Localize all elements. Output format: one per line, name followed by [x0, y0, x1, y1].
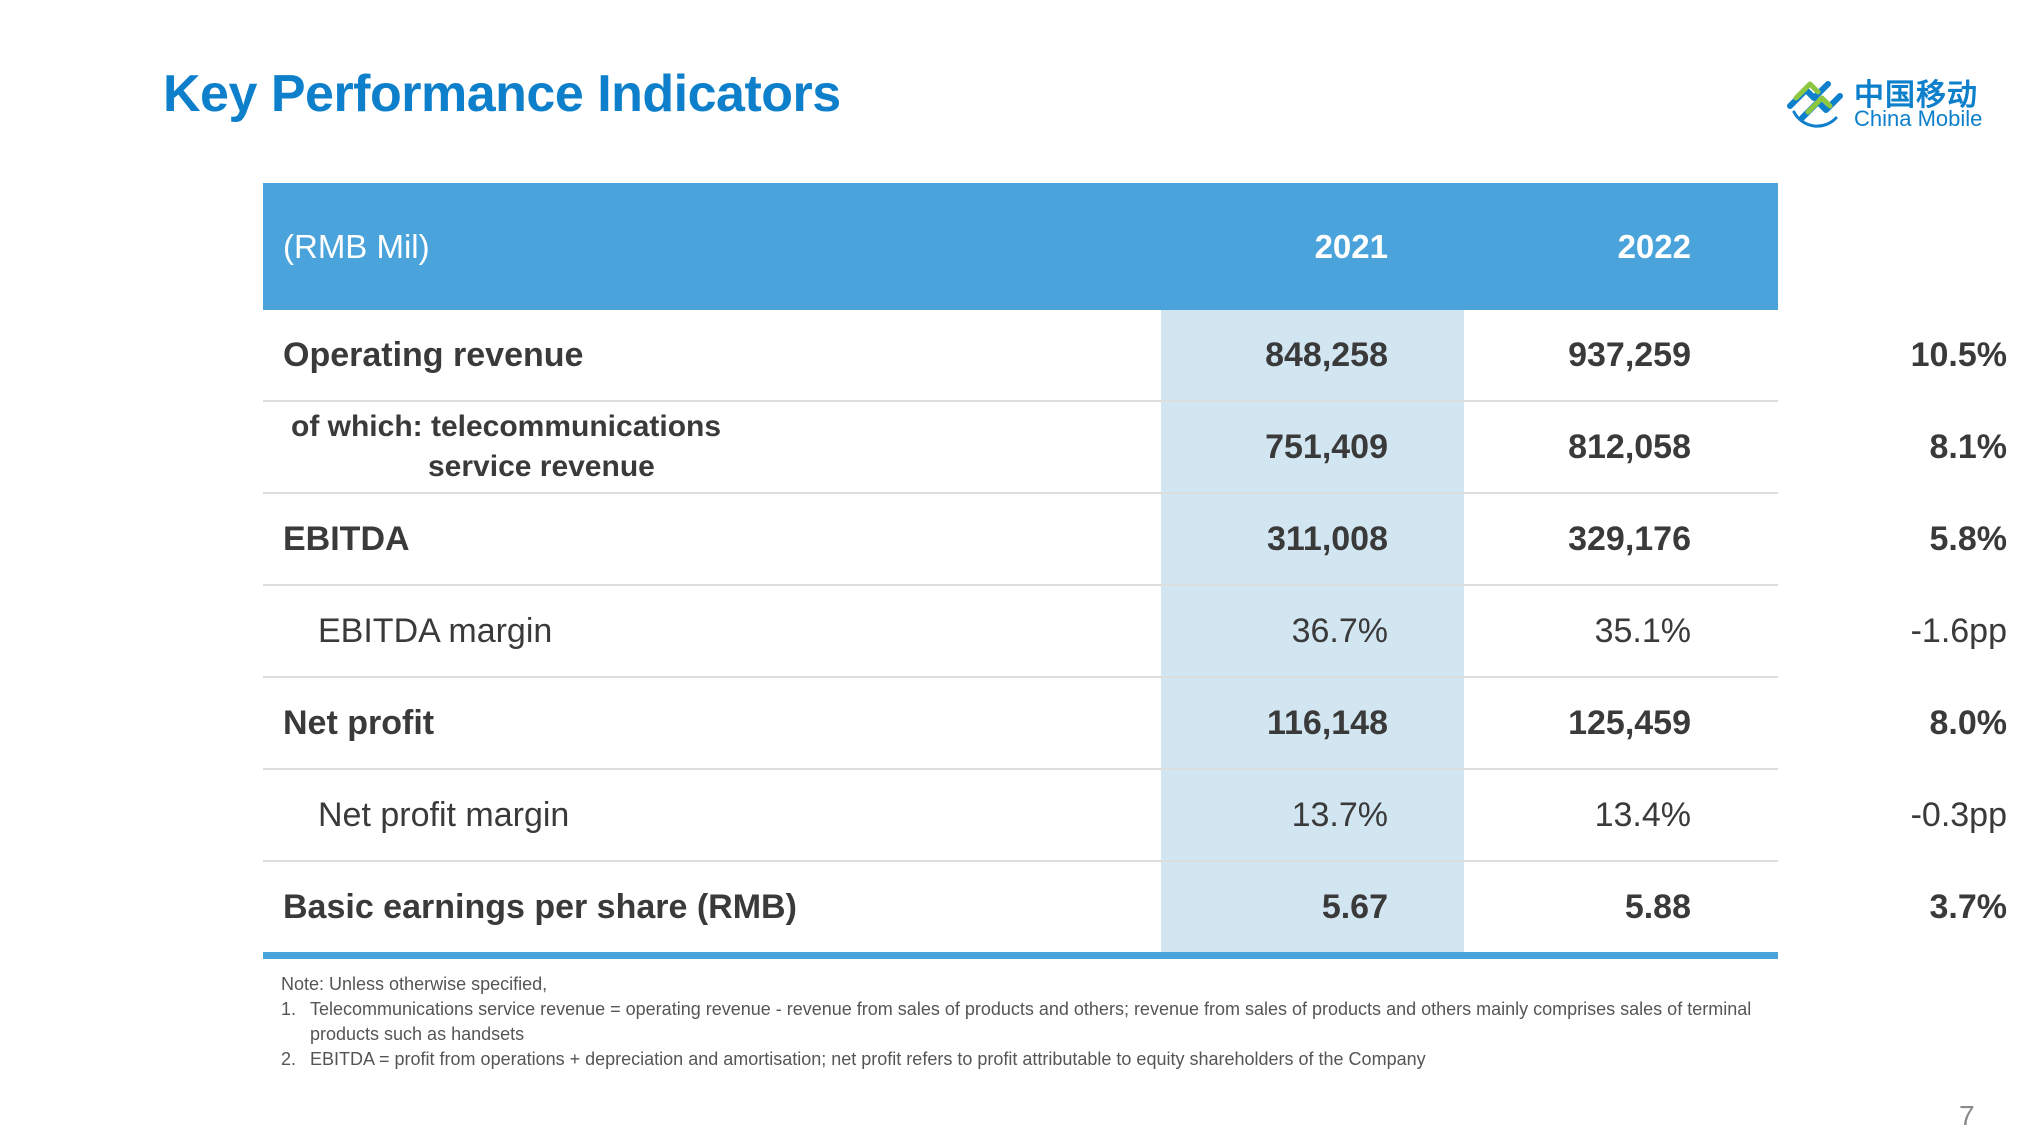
- value-2022: 5.88: [1624, 887, 1691, 926]
- header-change-yoy: Change YoY: [1812, 227, 2004, 265]
- footnote-text: Telecommunications service revenue = ope…: [310, 999, 1752, 1044]
- row-label: Basic earnings per share (RMB): [283, 887, 797, 926]
- value-2021: 36.7%: [1291, 611, 1388, 650]
- footnote-number: 2.: [281, 1049, 297, 1069]
- table-row: EBITDA 311,008 329,176 5.8%: [263, 494, 2007, 586]
- value-2021: 13.7%: [1291, 795, 1388, 834]
- logo-english-name: China Mobile: [1854, 106, 1983, 131]
- footnote-item: 2. EBITDA = profit from operations + dep…: [281, 1047, 1801, 1072]
- footnote-intro: Note: Unless otherwise specified,: [281, 974, 548, 994]
- table-row: Operating revenue 848,258 937,259 10.5%: [263, 310, 2007, 402]
- row-label: EBITDA: [283, 519, 410, 558]
- china-mobile-logo-icon: [1787, 81, 1843, 128]
- value-change: 10.5%: [1910, 335, 2007, 374]
- value-change: 8.0%: [1929, 703, 2008, 742]
- row-label: of which: telecommunications service rev…: [263, 402, 1098, 492]
- value-change: 8.1%: [1929, 427, 2008, 466]
- row-label: Net profit: [283, 703, 435, 742]
- value-2022: 937,259: [1568, 335, 1691, 374]
- value-2021: 848,258: [1265, 335, 1388, 374]
- footnote-text: EBITDA = profit from operations + deprec…: [310, 1049, 1426, 1069]
- value-2022: 35.1%: [1594, 611, 1691, 650]
- header-unit-label: (RMB Mil): [283, 227, 430, 265]
- value-change: 3.7%: [1929, 887, 2008, 926]
- row-label: Operating revenue: [283, 335, 584, 374]
- table-header-row: (RMB Mil) 2021 2022 Change YoY: [263, 183, 2004, 310]
- table-row: Net profit margin 13.7% 13.4% -0.3pp: [263, 770, 2007, 862]
- value-2021: 5.67: [1321, 887, 1388, 926]
- footnote-item: 1. Telecommunications service revenue = …: [281, 997, 1801, 1047]
- row-label: Net profit margin: [318, 795, 570, 834]
- row-label-line2: service revenue: [428, 450, 655, 483]
- row-label: EBITDA margin: [318, 611, 553, 650]
- kpi-table: (RMB Mil) 2021 2022 Change YoY Operating…: [263, 183, 2007, 959]
- value-2022: 329,176: [1568, 519, 1691, 558]
- table-row: Basic earnings per share (RMB) 5.67 5.88…: [263, 862, 2007, 952]
- value-change: -1.6pp: [1910, 611, 2007, 650]
- header-2021: 2021: [1314, 227, 1388, 265]
- page-number: 7: [1959, 1100, 1975, 1131]
- value-2021: 311,008: [1266, 519, 1388, 558]
- value-2021: 116,148: [1266, 703, 1388, 742]
- table-row: of which: telecommunications service rev…: [263, 402, 2007, 494]
- table-row: EBITDA margin 36.7% 35.1% -1.6pp: [263, 586, 2007, 678]
- value-2022: 812,058: [1568, 427, 1691, 466]
- value-2021: 751,409: [1265, 427, 1388, 466]
- value-2022: 125,459: [1568, 703, 1691, 742]
- header-2022: 2022: [1617, 227, 1691, 265]
- value-change: 5.8%: [1929, 519, 2008, 558]
- logo-chinese-name: 中国移动: [1854, 79, 1978, 112]
- table-body: Operating revenue 848,258 937,259 10.5% …: [263, 310, 2007, 952]
- page-title: Key Performance Indicators: [163, 65, 841, 123]
- footnote-number: 1.: [281, 999, 297, 1019]
- highlight-2022-column: [1161, 310, 1464, 952]
- value-change: -0.3pp: [1910, 795, 2007, 834]
- table-bottom-rule: [263, 952, 1778, 959]
- footnotes: Note: Unless otherwise specified, 1. Tel…: [281, 972, 1801, 1072]
- value-2022: 13.4%: [1594, 795, 1691, 834]
- china-mobile-logo: 中国移动 China Mobile: [1782, 68, 1982, 134]
- table-row: Net profit 116,148 125,459 8.0%: [263, 678, 2007, 770]
- row-label-line1: of which: telecommunications: [291, 410, 722, 443]
